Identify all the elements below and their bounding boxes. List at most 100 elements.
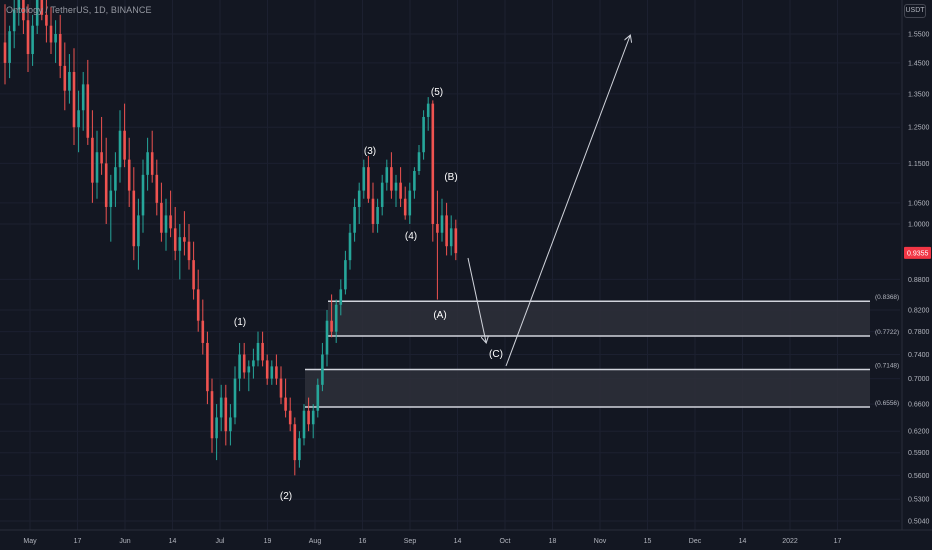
candle-body [431, 103, 435, 224]
candle-body [178, 237, 182, 251]
zone-top-label: (0.7148) [875, 363, 899, 370]
candle-body [371, 198, 375, 224]
time-tick-label: 2022 [782, 538, 798, 545]
price-tick-label: 1.3500 [908, 91, 930, 98]
candle-body [219, 397, 223, 418]
price-tick-label: 0.7400 [908, 352, 930, 359]
price-tick-label: 0.5300 [908, 497, 930, 504]
support-zones: (0.8368) (0.7722) (0.7148) (0.6556) [305, 294, 899, 408]
price-tick-label: 0.8200 [908, 308, 930, 315]
price-tick-label: 0.5900 [908, 450, 930, 457]
time-axis[interactable]: May 17 Jun 14 Jul 19 Aug 16 Sep 14 Oct 18 Nov 15 Dec 14… [0, 529, 932, 545]
price-tick-label: 0.5600 [908, 473, 930, 480]
time-tick-label: Aug [309, 538, 322, 545]
wave-label: (4) [405, 231, 417, 242]
candle-body [417, 152, 421, 171]
time-tick-label: Jul [216, 538, 225, 545]
candle-body [137, 215, 140, 247]
time-tick-label: 18 [549, 538, 557, 545]
time-tick-label: 14 [739, 538, 747, 545]
wave-label: (3) [364, 146, 376, 157]
candle-body [58, 34, 62, 66]
projection-arrow-up [505, 36, 630, 367]
candle-body [353, 206, 356, 233]
wave-label: (A) [433, 310, 446, 321]
time-tick-label: 15 [644, 538, 652, 545]
candle-body [265, 360, 269, 379]
time-tick-label: 14 [169, 538, 177, 545]
candle-body [229, 417, 232, 432]
candle-body [173, 228, 177, 251]
time-tick-label: Nov [594, 538, 607, 545]
candle-body [256, 342, 260, 361]
price-tick-label: 1.2500 [908, 125, 930, 132]
candle-body [293, 424, 297, 461]
current-price-label: 0.9355 [907, 250, 929, 257]
candle-body [215, 417, 218, 439]
wave-label: (1) [234, 317, 246, 328]
candle-body [288, 410, 292, 425]
candle-body [298, 438, 301, 461]
candle-body [8, 31, 11, 63]
time-tick-label: 19 [264, 538, 272, 545]
candle-body [238, 354, 241, 379]
candle-body [72, 71, 76, 128]
candle-body [270, 366, 274, 379]
zone-bottom-label: (0.6556) [875, 400, 899, 407]
candle-body [357, 190, 361, 207]
candle-body [49, 25, 53, 43]
price-tick-label: 0.7000 [908, 376, 930, 383]
time-tick-label: Dec [689, 538, 702, 545]
time-tick-label: Oct [500, 538, 511, 545]
candle-body [40, 0, 44, 15]
price-tick-label: 1.4500 [908, 60, 930, 67]
price-tick-label: 0.6200 [908, 429, 930, 436]
projection-arrow-down [467, 257, 486, 342]
candle-body [390, 167, 393, 191]
candle-body [77, 110, 80, 128]
candle-body [399, 182, 402, 199]
wave-label: (C) [489, 349, 503, 360]
candle-body [224, 397, 228, 432]
candle-body [91, 137, 94, 183]
candle-body [183, 237, 186, 242]
wave-label: (5) [431, 87, 443, 98]
price-tick-label: 0.6600 [908, 402, 930, 409]
candle-body [454, 228, 458, 254]
zone-top-label: (0.8368) [875, 294, 899, 301]
candle-body [35, 0, 39, 26]
candle-body [118, 130, 122, 168]
candle-body [275, 366, 278, 379]
candle-body [261, 342, 264, 361]
current-price-badge [904, 246, 931, 259]
candle-body [339, 289, 343, 305]
candle-body [109, 190, 113, 207]
candle-body [160, 202, 163, 233]
time-tick-label: 14 [454, 538, 462, 545]
candle-body [210, 391, 214, 439]
candle-body [334, 304, 338, 332]
candle-body [132, 190, 136, 247]
candle-body [362, 167, 366, 191]
price-tick-label: 1.5500 [908, 32, 930, 39]
candle-body [242, 354, 246, 373]
candle-body [445, 215, 448, 247]
candle-body [31, 25, 34, 55]
candle-body [196, 289, 200, 321]
price-axis[interactable]: 1.5500 1.4500 1.3500 1.2500 1.1500 1.0500 1.00… [901, 0, 931, 530]
chart-grid [0, 0, 900, 530]
time-tick-label: Jun [119, 538, 130, 545]
candle-body [385, 167, 389, 183]
candle-body [307, 410, 310, 425]
candle-body [284, 397, 287, 411]
price-tick-label: 1.0500 [908, 200, 930, 207]
candle-body [12, 9, 16, 32]
symbol-title[interactable]: Ontology / TetherUS, 1D, BINANCE [6, 5, 152, 15]
candle-body [413, 170, 416, 191]
price-tick-label: 0.5040 [908, 519, 930, 526]
candle-body [233, 378, 237, 418]
currency-badge[interactable]: USDT [904, 4, 926, 18]
time-tick-label: 17 [74, 538, 82, 545]
candle-body [408, 190, 412, 216]
